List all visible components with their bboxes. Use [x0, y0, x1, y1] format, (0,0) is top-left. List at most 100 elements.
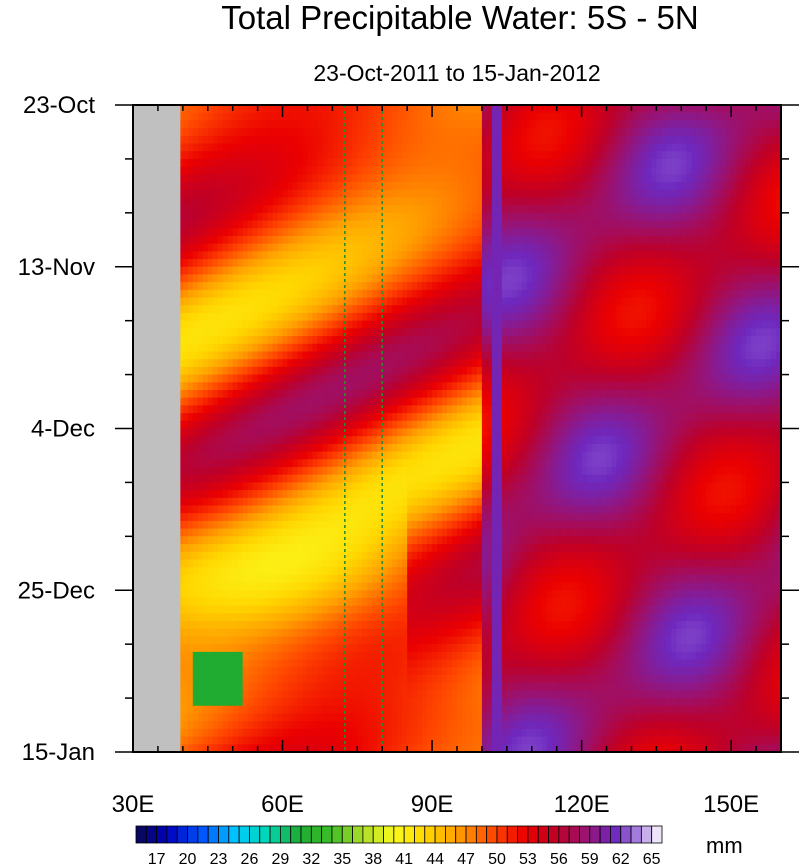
heatmap-cell	[741, 382, 747, 391]
heatmap-cell	[302, 320, 309, 329]
heatmap-cell	[227, 251, 234, 260]
heatmap-cell	[496, 112, 503, 121]
heatmap-cell	[726, 259, 732, 268]
heatmap-cell	[357, 312, 363, 322]
heatmap-cell	[666, 359, 672, 368]
heatmap-cell	[666, 128, 672, 137]
heatmap-cell	[486, 228, 493, 237]
heatmap-cell	[646, 282, 652, 291]
heatmap-cell	[486, 174, 493, 183]
heatmap-cell	[227, 197, 234, 206]
heatmap-cell	[611, 105, 618, 114]
heatmap-cell	[227, 182, 234, 191]
heatmap-cell	[481, 158, 488, 168]
heatmap-cell	[576, 235, 583, 245]
heatmap-cell	[192, 128, 199, 137]
heatmap-cell	[222, 205, 229, 214]
heatmap-cell	[691, 174, 697, 183]
heatmap-cell	[546, 228, 553, 237]
heatmap-cell	[187, 289, 194, 299]
heatmap-cell	[372, 382, 378, 391]
heatmap-cell	[686, 143, 692, 152]
heatmap-cell	[242, 182, 249, 191]
heatmap-cell	[561, 389, 568, 399]
heatmap-cell	[352, 366, 358, 376]
heatmap-cell	[442, 274, 448, 283]
heatmap-cell	[257, 343, 264, 353]
heatmap-cell	[407, 105, 413, 114]
heatmap-cell	[526, 205, 533, 214]
heatmap-cell	[422, 343, 428, 353]
heatmap-cell	[641, 312, 648, 322]
heatmap-cell	[681, 151, 687, 160]
heatmap-cell	[222, 297, 229, 306]
heatmap-cell	[691, 182, 697, 191]
heatmap-cell	[631, 312, 638, 322]
heatmap-cell	[422, 282, 428, 291]
heatmap-cell	[576, 228, 583, 237]
heatmap-cell	[681, 282, 687, 291]
heatmap-cell	[486, 274, 493, 283]
heatmap-cell	[686, 320, 692, 329]
heatmap-cell	[377, 282, 383, 291]
heatmap-cell	[212, 189, 219, 199]
heatmap-cell	[576, 374, 583, 383]
heatmap-cell	[651, 312, 657, 322]
heatmap-cell	[691, 389, 697, 399]
heatmap-cell	[466, 128, 473, 137]
heatmap-cell	[427, 197, 433, 206]
heatmap-cell	[282, 135, 289, 145]
heatmap-cell	[282, 243, 289, 252]
heatmap-cell	[252, 166, 259, 175]
heatmap-cell	[387, 112, 393, 121]
heatmap-cell	[342, 328, 348, 337]
heatmap-cell	[746, 135, 752, 145]
heatmap-cell	[496, 359, 503, 368]
heatmap-cell	[586, 351, 593, 360]
heatmap-cell	[556, 312, 563, 322]
heatmap-cell	[651, 205, 657, 214]
heatmap-cell	[716, 105, 722, 114]
heatmap-cell	[471, 197, 478, 206]
heatmap-cell	[706, 266, 712, 276]
heatmap-cell	[337, 128, 343, 137]
heatmap-cell	[741, 135, 747, 145]
heatmap-cell	[362, 189, 368, 199]
heatmap-cell	[247, 212, 254, 222]
heatmap-cell	[676, 320, 682, 329]
heatmap-cell	[766, 189, 772, 199]
heatmap-cell	[621, 205, 628, 214]
heatmap-cell	[287, 220, 294, 229]
heatmap-cell	[556, 274, 563, 283]
heatmap-cell	[726, 151, 732, 160]
heatmap-cell	[402, 359, 408, 368]
heatmap-cell	[646, 112, 652, 121]
heatmap-cell	[232, 312, 239, 322]
heatmap-cell	[322, 274, 328, 283]
heatmap-cell	[541, 351, 548, 360]
heatmap-cell	[442, 212, 448, 222]
heatmap-cell	[701, 328, 707, 337]
heatmap-cell	[327, 212, 333, 222]
heatmap-cell	[486, 182, 493, 191]
heatmap-cell	[277, 135, 284, 145]
heatmap-cell	[631, 382, 638, 391]
heatmap-cell	[217, 112, 224, 121]
heatmap-cell	[541, 336, 548, 345]
heatmap-cell	[327, 112, 333, 121]
heatmap-cell	[611, 197, 618, 206]
heatmap-cell	[761, 336, 767, 345]
heatmap-cell	[182, 259, 189, 268]
heatmap-cell	[262, 105, 269, 114]
heatmap-cell	[706, 189, 712, 199]
heatmap-cell	[541, 389, 548, 399]
heatmap-cell	[601, 166, 608, 175]
heatmap-cell	[726, 174, 732, 183]
heatmap-cell	[352, 243, 358, 252]
heatmap-cell	[207, 320, 214, 329]
heatmap-cell	[581, 228, 588, 237]
heatmap-cell	[666, 143, 672, 152]
heatmap-cell	[661, 282, 667, 291]
heatmap-cell	[417, 182, 423, 191]
heatmap-cell	[536, 182, 543, 191]
